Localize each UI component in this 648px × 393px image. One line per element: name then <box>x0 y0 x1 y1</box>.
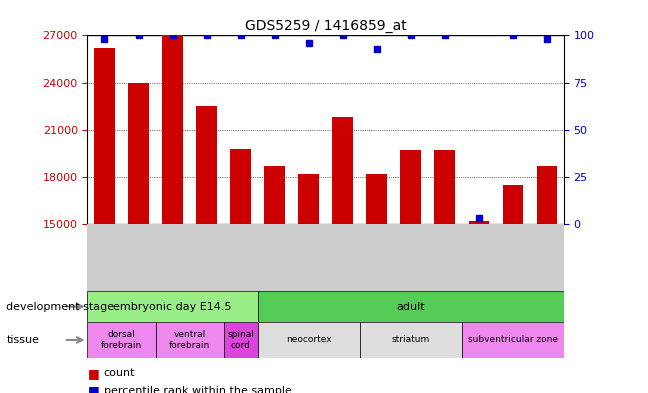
Bar <box>230 149 251 224</box>
Text: ■: ■ <box>87 384 99 393</box>
Text: GSM1195279: GSM1195279 <box>168 227 177 288</box>
Bar <box>461 224 496 291</box>
Bar <box>257 224 292 291</box>
Bar <box>502 185 523 224</box>
Bar <box>156 322 224 358</box>
Text: GSM1195270: GSM1195270 <box>338 227 347 288</box>
Text: GSM1195274: GSM1195274 <box>474 227 483 288</box>
Text: GSM1195275: GSM1195275 <box>508 227 517 288</box>
Text: count: count <box>104 368 135 378</box>
Text: development stage: development stage <box>6 301 115 312</box>
Bar <box>257 322 360 358</box>
Text: GSM1195281: GSM1195281 <box>236 227 245 288</box>
Bar <box>496 224 530 291</box>
Text: GSM1195273: GSM1195273 <box>440 227 449 288</box>
Bar <box>366 174 387 224</box>
Bar <box>156 224 190 291</box>
Bar <box>87 322 156 358</box>
Bar <box>298 174 319 224</box>
Bar <box>264 166 284 224</box>
Text: adult: adult <box>397 301 425 312</box>
Bar <box>95 48 115 224</box>
Text: GSM1195277: GSM1195277 <box>100 227 109 288</box>
Bar <box>332 117 353 224</box>
Bar <box>122 224 156 291</box>
Text: GSM1195280: GSM1195280 <box>202 227 211 288</box>
Bar <box>393 224 428 291</box>
Bar <box>360 322 461 358</box>
Bar <box>196 106 216 224</box>
Bar <box>128 83 148 224</box>
Bar <box>257 291 564 322</box>
Bar <box>162 35 183 224</box>
Bar <box>428 224 461 291</box>
Text: GSM1195276: GSM1195276 <box>542 227 551 288</box>
Bar <box>530 224 564 291</box>
Text: ■: ■ <box>87 367 99 380</box>
Bar <box>360 224 393 291</box>
Text: dorsal
forebrain: dorsal forebrain <box>101 330 142 350</box>
Text: subventricular zone: subventricular zone <box>468 336 558 344</box>
Text: neocortex: neocortex <box>286 336 331 344</box>
Text: tissue: tissue <box>6 335 40 345</box>
Bar <box>325 224 360 291</box>
Bar <box>469 221 489 224</box>
Text: spinal
cord: spinal cord <box>227 330 254 350</box>
Text: striatum: striatum <box>391 336 430 344</box>
Text: embryonic day E14.5: embryonic day E14.5 <box>113 301 232 312</box>
Text: GSM1195268: GSM1195268 <box>270 227 279 288</box>
Bar <box>292 224 325 291</box>
Title: GDS5259 / 1416859_at: GDS5259 / 1416859_at <box>245 19 406 33</box>
Bar <box>461 322 564 358</box>
Bar <box>224 224 257 291</box>
Bar <box>434 150 455 224</box>
Text: percentile rank within the sample: percentile rank within the sample <box>104 386 292 393</box>
Text: GSM1195269: GSM1195269 <box>304 227 313 288</box>
Bar <box>189 224 224 291</box>
Text: GSM1195272: GSM1195272 <box>406 227 415 288</box>
Text: ventral
forebrain: ventral forebrain <box>169 330 210 350</box>
Bar <box>87 291 257 322</box>
Bar <box>400 150 421 224</box>
Bar <box>224 322 257 358</box>
Bar <box>537 166 557 224</box>
Text: GSM1195278: GSM1195278 <box>134 227 143 288</box>
Bar <box>87 224 122 291</box>
Text: GSM1195271: GSM1195271 <box>372 227 381 288</box>
